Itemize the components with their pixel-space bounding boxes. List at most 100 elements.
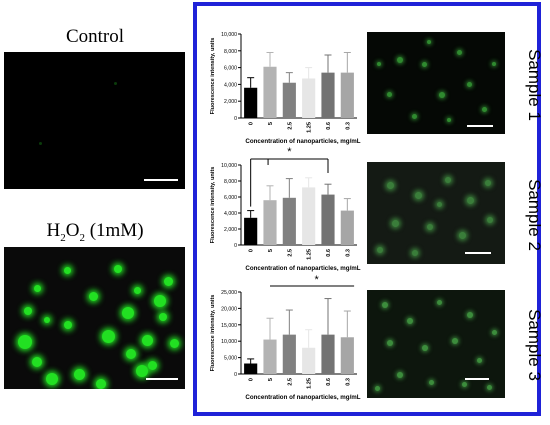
- fluorescent-cell: [412, 250, 418, 256]
- x-tick-label: 0.6: [326, 122, 332, 130]
- fluorescent-cell: [375, 386, 380, 391]
- scale-bar: [465, 252, 491, 254]
- y-tick-label: 8,000: [224, 49, 237, 55]
- x-tick-label: 1.25: [307, 122, 313, 133]
- x-axis-label: Concentration of nanoparticles, mg/mL: [245, 394, 360, 401]
- x-axis-label: Concentration of nanoparticles, mg/mL: [245, 265, 360, 272]
- sample-1-micrograph: [367, 32, 505, 134]
- fluorescent-cell: [89, 292, 98, 301]
- y-tick-label: 6,000: [224, 66, 237, 72]
- y-tick-label: 10,000: [221, 32, 237, 38]
- bar-chart-sample-3: 0 5,000 10,000 15,000 20,000 25,000 Fluorescen…: [210, 274, 361, 401]
- x-tick-label: 0: [249, 378, 255, 381]
- fluorescent-cell: [387, 92, 392, 97]
- fluorescent-cell: [447, 118, 451, 122]
- fluorescent-cell: [122, 307, 134, 319]
- x-tick-label: 0.3: [345, 122, 351, 130]
- y-tick-label: 0: [234, 243, 237, 249]
- fluorescent-cell: [46, 373, 58, 385]
- fluorescent-cell: [170, 339, 179, 348]
- x-tick-label: 2.5: [287, 378, 293, 386]
- fluorescent-cell: [136, 365, 148, 377]
- fluorescent-cell: [467, 82, 472, 87]
- x-tick-label: 5: [268, 122, 274, 125]
- fluorescent-cell: [459, 232, 466, 239]
- fluorescent-cell: [492, 62, 496, 66]
- fluorescent-cell: [412, 114, 417, 119]
- bar-chart-sample-1: 0 2,000 4,000 6,000 8,000 10,000 Fluorescence …: [210, 32, 361, 145]
- fluorescent-cell: [462, 382, 467, 387]
- y-tick-label: 6,000: [224, 195, 237, 201]
- x-axis-label: Concentration of nanoparticles, mg/mL: [245, 138, 360, 145]
- fluorescent-cell: [148, 361, 157, 370]
- x-tick-label: 2.5: [287, 249, 293, 257]
- fluorescent-cell: [415, 192, 422, 199]
- sample-3-micrograph: [367, 290, 505, 398]
- significance-star: *: [287, 146, 292, 158]
- y-tick-label: 5,000: [224, 356, 237, 362]
- x-tick-label: 1.25: [307, 249, 313, 260]
- fluorescent-cell: [159, 313, 167, 321]
- scale-bar: [144, 179, 178, 181]
- fluorescent-cell: [457, 50, 462, 55]
- fluorescent-cell: [387, 182, 394, 189]
- scale-bar: [465, 378, 489, 380]
- fluorescent-cell: [32, 357, 42, 367]
- scale-bar: [467, 125, 493, 127]
- bar: [302, 347, 316, 374]
- results-frame: [193, 2, 541, 416]
- sample-3-label: Sample 3: [525, 309, 544, 381]
- y-tick-label: 8,000: [224, 179, 237, 185]
- fluorescent-cell: [114, 265, 122, 273]
- y-tick-label: 4,000: [224, 211, 237, 217]
- y-tick-label: 2,000: [224, 99, 237, 105]
- y-tick-label: 2,000: [224, 227, 237, 233]
- sample-1-label: Sample 1: [525, 49, 544, 121]
- bar: [340, 337, 354, 374]
- control-label: Control: [65, 26, 125, 47]
- fluorescent-cell: [467, 197, 474, 204]
- fluorescent-cell: [452, 338, 458, 344]
- y-axis-label: Fluorescence intensity, units: [210, 38, 216, 115]
- fluorescent-cell: [482, 107, 487, 112]
- fluorescent-cell: [477, 358, 482, 363]
- fluorescent-cell: [437, 202, 442, 207]
- fluorescent-cell: [64, 321, 72, 329]
- bar: [263, 66, 277, 118]
- h2o2-micrograph: [4, 247, 185, 389]
- y-axis-label: Fluorescence intensity, units: [210, 295, 216, 372]
- fluorescent-cell: [142, 335, 153, 346]
- fluorescent-cell: [429, 380, 434, 385]
- fluorescent-cell: [126, 349, 136, 359]
- fluorescent-cell: [74, 369, 85, 380]
- fluorescent-cell: [422, 62, 427, 67]
- x-tick-label: 5: [268, 249, 274, 252]
- fluorescent-cell: [164, 277, 173, 286]
- bar: [282, 197, 296, 245]
- bar: [340, 210, 354, 245]
- fluorescent-cell: [34, 285, 41, 292]
- x-tick-label: 0: [249, 249, 255, 252]
- fluorescent-cell: [377, 62, 381, 66]
- fluorescent-cell: [64, 267, 71, 274]
- fluorescent-cell: [18, 335, 32, 349]
- fluorescent-cell: [44, 317, 50, 323]
- fluorescent-cell: [487, 217, 493, 223]
- bar: [244, 217, 258, 245]
- y-axis-label: Fluorescence intensity, units: [210, 167, 216, 244]
- x-tick-label: 0.3: [345, 249, 351, 257]
- fluorescent-cell: [154, 295, 166, 307]
- y-tick-label: 25,000: [221, 290, 237, 296]
- bar: [321, 72, 335, 118]
- y-tick-label: 20,000: [221, 306, 237, 312]
- fluorescent-cell: [467, 312, 473, 318]
- scale-bar: [146, 378, 178, 380]
- x-tick-label: 5: [268, 378, 274, 381]
- bar: [302, 78, 316, 118]
- x-tick-label: 1.25: [307, 378, 313, 389]
- fluorescent-cell: [392, 220, 399, 227]
- bar: [282, 82, 296, 118]
- bar: [263, 200, 277, 245]
- control-micrograph: [4, 52, 185, 189]
- x-tick-label: 0.6: [326, 249, 332, 257]
